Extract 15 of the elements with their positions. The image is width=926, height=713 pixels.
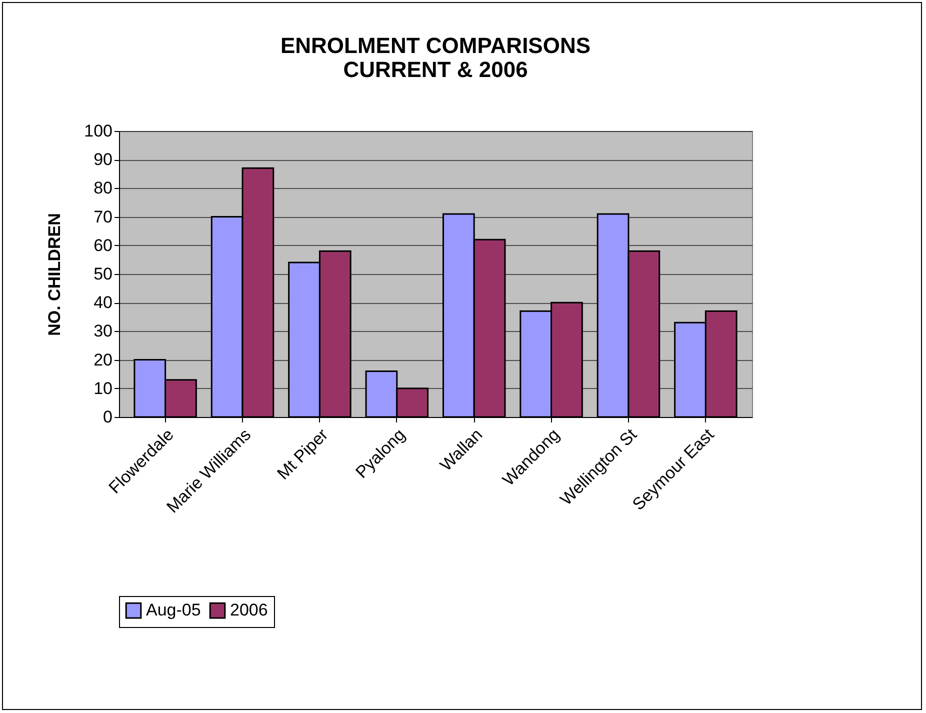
chart-title: ENROLMENT COMPARISONS CURRENT & 2006 bbox=[280, 33, 591, 82]
legend-label: 2006 bbox=[230, 600, 268, 620]
y-tick-label: 50 bbox=[94, 264, 112, 284]
legend-label: Aug-05 bbox=[146, 600, 201, 620]
y-tick-label: 20 bbox=[94, 350, 112, 370]
y-tick-label: 70 bbox=[94, 207, 112, 226]
y-tick-label: 40 bbox=[94, 293, 112, 312]
y-tick-label: 30 bbox=[94, 322, 112, 341]
y-axis-title: NO. CHILDREN bbox=[45, 213, 64, 336]
y-tick-label: 10 bbox=[94, 378, 112, 398]
y-tick-label: 0 bbox=[103, 408, 112, 426]
y-tick-label: 80 bbox=[94, 178, 112, 198]
y-tick-label: 90 bbox=[94, 150, 112, 170]
y-tick-label: 60 bbox=[94, 236, 112, 255]
y-tick-label: 100 bbox=[84, 122, 112, 140]
